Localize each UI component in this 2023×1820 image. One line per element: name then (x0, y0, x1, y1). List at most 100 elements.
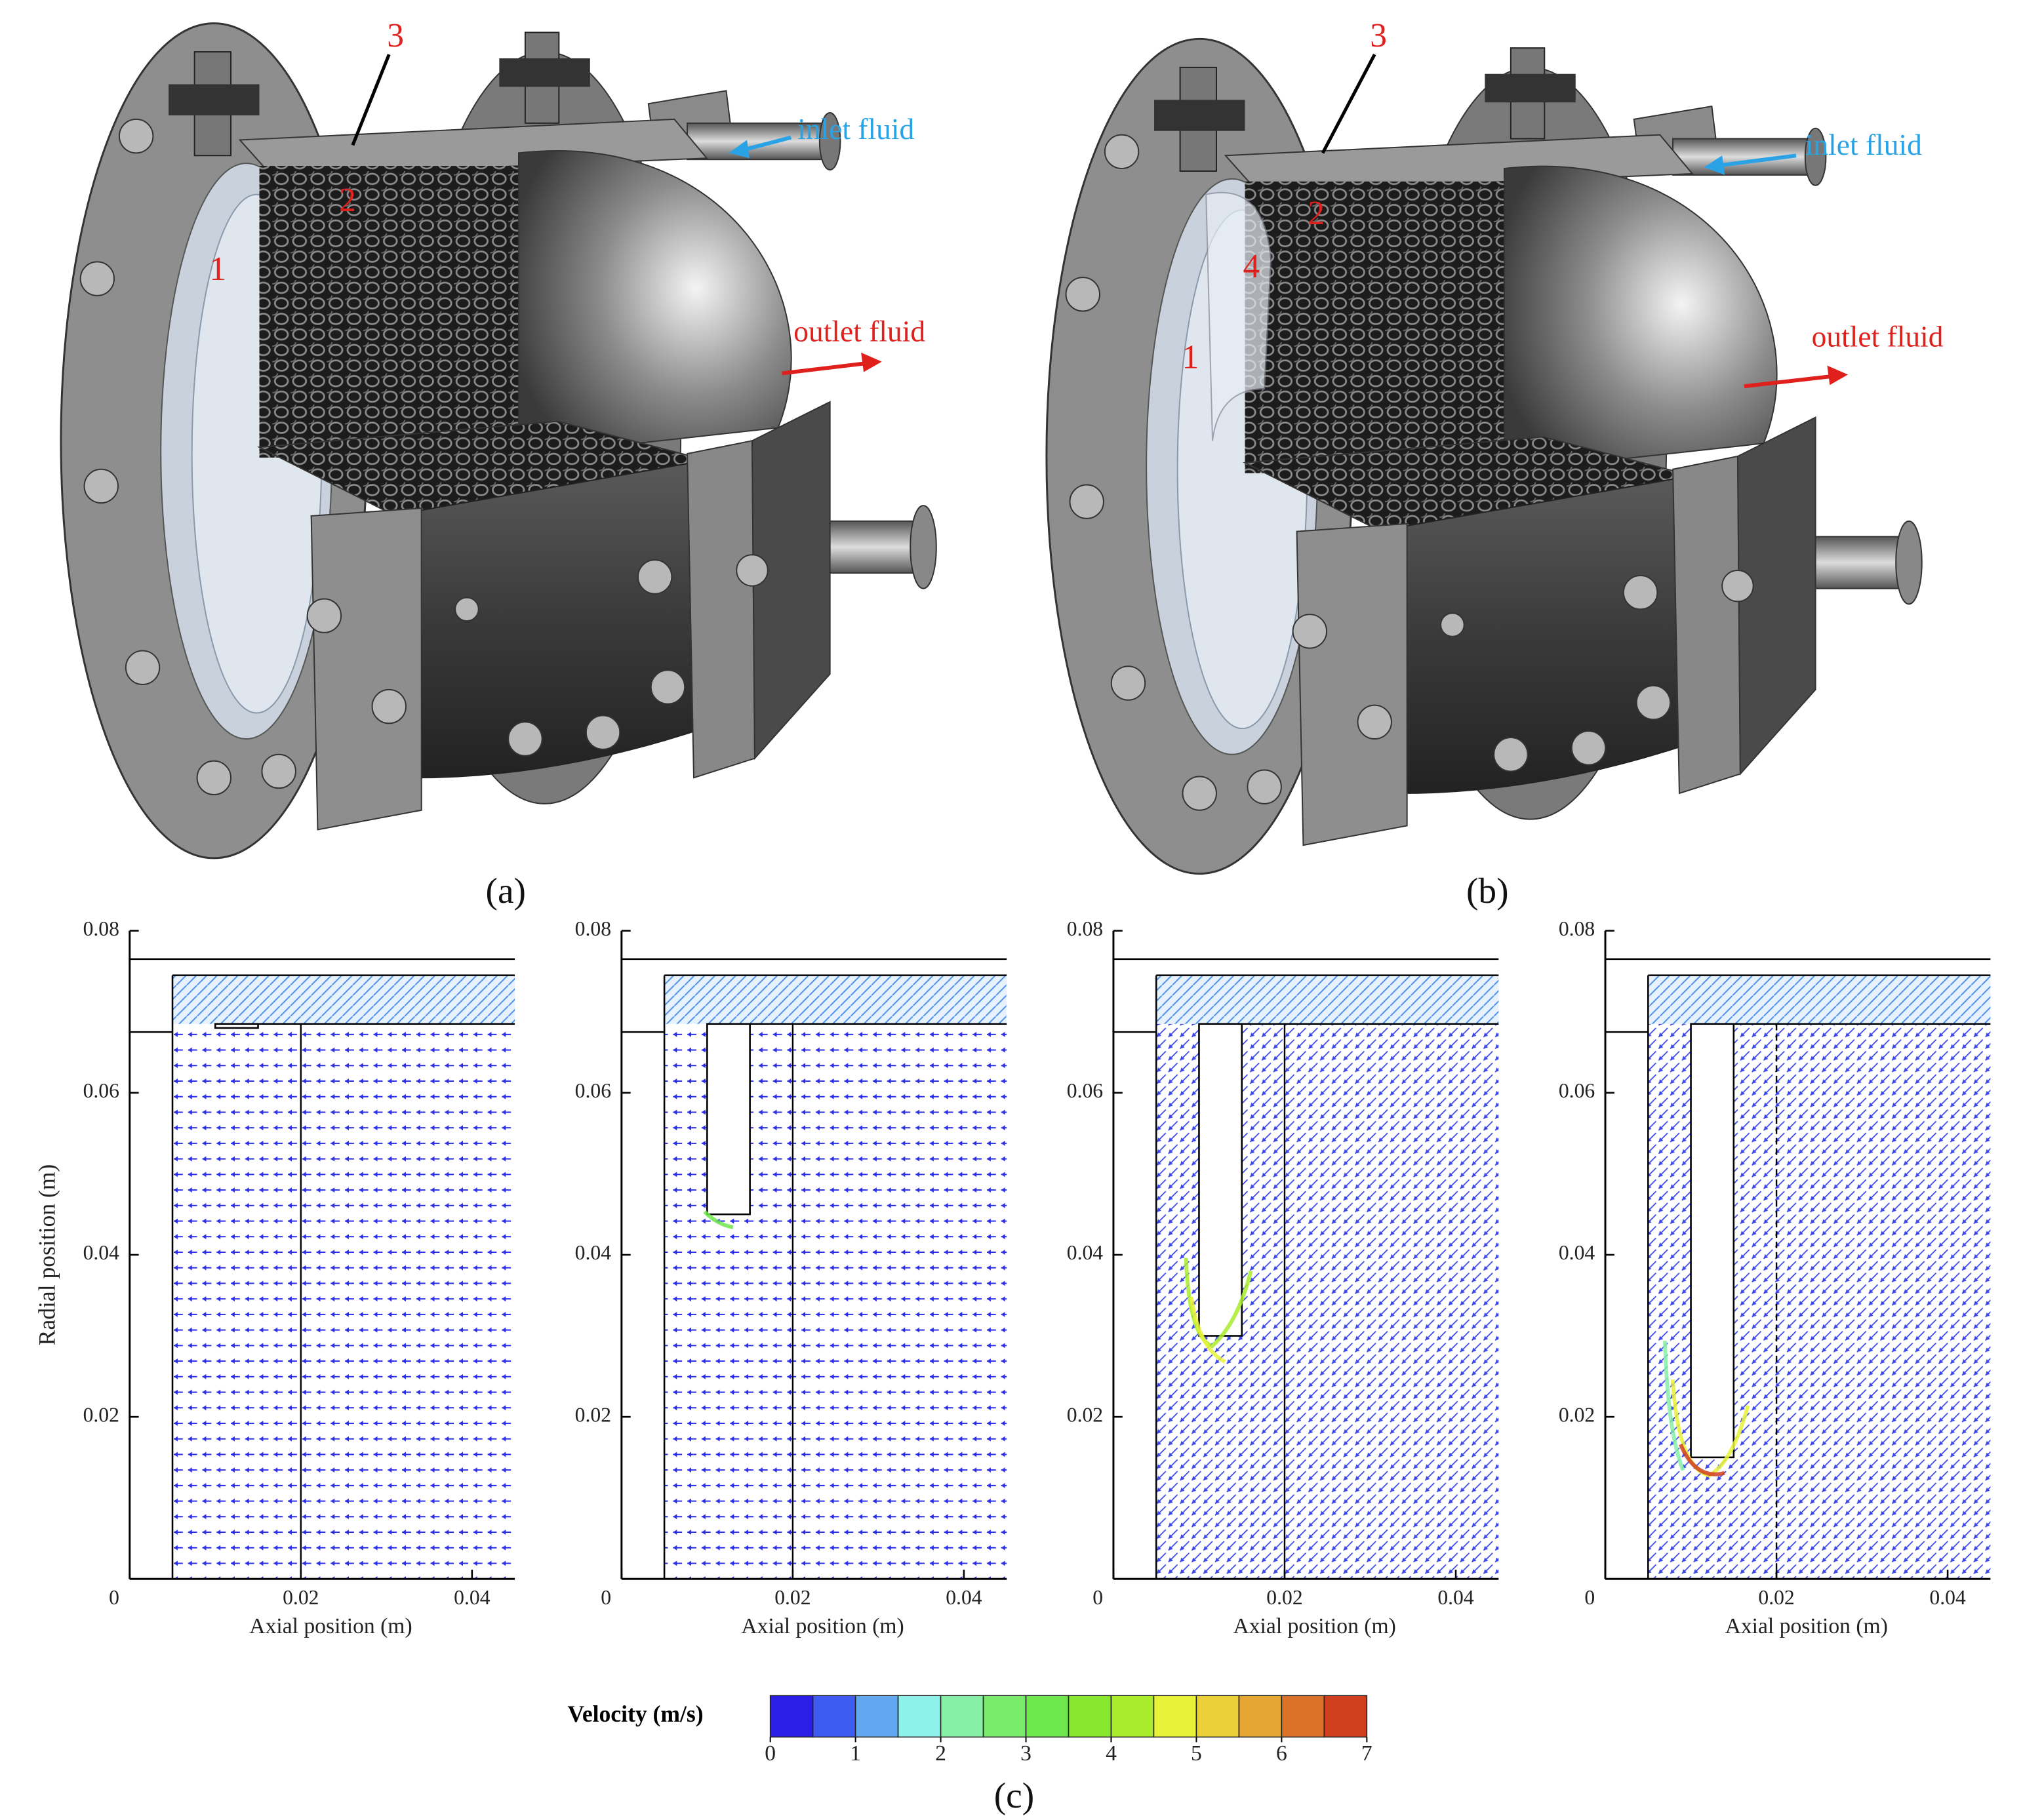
pointer (1321, 53, 1376, 154)
outlet-label: outlet fluid (793, 315, 925, 348)
y-tick-label: 0.08 (575, 917, 611, 940)
inlet-label: inlet fluid (797, 112, 914, 146)
caption: (b) (1466, 871, 1509, 911)
x-tick-label: 0.04 (946, 1586, 982, 1609)
x-tick-label: 0.04 (1929, 1586, 1966, 1609)
part-number: 1 (1182, 338, 1199, 376)
inlet-arrowhead (1704, 155, 1725, 175)
y-tick-label: 0.06 (83, 1079, 119, 1102)
x-tick-label: 0 (601, 1586, 611, 1609)
inlet-label: inlet fluid (1805, 128, 1922, 161)
outlet-arrowhead (861, 352, 882, 372)
y-tick-label: 0.02 (1067, 1403, 1103, 1426)
y-axis-label: Radial position (m) (33, 1164, 60, 1346)
outlet-label: outlet fluid (1812, 319, 1944, 353)
baffle (706, 1023, 751, 1216)
vector-plot: 0 0.02 0.04 0.02 0.04 0.06 0.08 Axial position … (575, 917, 1007, 1638)
colorbar-tick-label: 0 (765, 1741, 776, 1766)
part-number: 4 (1243, 248, 1260, 285)
outlet-arrow (1744, 374, 1835, 389)
colorbar-bin (897, 1695, 942, 1738)
vector-plot: 0 0.02 0.04 0.02 0.04 0.06 0.08 Axial position … (1559, 917, 1991, 1638)
colorbar-bin (982, 1695, 1027, 1738)
x-tick-label: 0.02 (1758, 1586, 1794, 1609)
baffle (1690, 1023, 1735, 1459)
outlet-arrowhead (1827, 365, 1849, 386)
colorbar-tick-label: 1 (850, 1741, 861, 1766)
x-axis-label: Axial position (m) (741, 1614, 904, 1638)
inlet-arrowhead (729, 140, 750, 159)
pointer (351, 54, 391, 146)
y-tick-label: 0.04 (1067, 1241, 1104, 1264)
colorbar-bin (1025, 1695, 1070, 1738)
colorbar-bin (812, 1695, 856, 1738)
colorbar-bin (1110, 1695, 1155, 1738)
panel-a: 3 2 1 inlet fluid outlet fluid (a) (60, 17, 938, 911)
vector-plot: 0 0.02 0.04 0.02 0.04 0.06 0.08 Axial position … (1067, 917, 1499, 1638)
y-tick-label: 0.02 (1559, 1403, 1595, 1426)
part-number: 2 (339, 182, 356, 219)
y-tick-label: 0.06 (1067, 1079, 1103, 1102)
x-tick-label: 0.02 (283, 1586, 319, 1609)
x-tick-label: 0.04 (454, 1586, 491, 1609)
vector-field (172, 1023, 515, 1579)
baffle (1205, 191, 1272, 441)
x-axis-label: Axial position (m) (1725, 1614, 1888, 1638)
caption: (c) (994, 1775, 1034, 1815)
colorbar-tick-label: 3 (1020, 1741, 1032, 1766)
velocity-streak (703, 1210, 734, 1229)
colorbar-tick-label: 5 (1191, 1741, 1202, 1766)
panel-b: 3 2 4 1 inlet fluid outlet fluid (b) (1045, 17, 1944, 911)
x-tick-label: 0.04 (1437, 1586, 1474, 1609)
colorbar-bin (1238, 1695, 1283, 1738)
x-tick-label: 0.02 (774, 1586, 811, 1609)
vector-plot: 0 0.02 0.04 0.02 0.04 0.06 0.08 Axial position … (83, 917, 515, 1638)
velocity-streak (1663, 1340, 1685, 1471)
part-number: 3 (1370, 17, 1387, 54)
x-tick-label: 0 (1584, 1586, 1595, 1609)
y-tick-label: 0.08 (83, 917, 119, 940)
colorbar-tick-label: 2 (935, 1741, 946, 1766)
colorbar-bin (1153, 1695, 1197, 1738)
y-tick-label: 0.04 (575, 1241, 612, 1264)
x-tick-label: 0 (109, 1586, 119, 1609)
x-tick-label: 0 (1092, 1586, 1103, 1609)
y-tick-label: 0.04 (1559, 1241, 1595, 1264)
colorbar-bin (1281, 1695, 1325, 1738)
baffle (1198, 1023, 1243, 1337)
channel-field (1648, 975, 1991, 1024)
y-tick-label: 0.06 (575, 1079, 611, 1102)
y-tick-label: 0.04 (83, 1241, 120, 1264)
channel-field (1156, 975, 1499, 1024)
y-tick-label: 0.02 (575, 1403, 611, 1426)
colorbar-bin (769, 1695, 814, 1738)
colorbar-tick-label: 4 (1106, 1741, 1117, 1766)
caption: (a) (486, 871, 526, 911)
part-number: 3 (387, 17, 404, 54)
y-tick-label: 0.06 (1559, 1079, 1595, 1102)
y-tick-label: 0.02 (83, 1403, 119, 1426)
inlet-arrow (1715, 153, 1797, 168)
colorbar-bin (1323, 1695, 1368, 1738)
colorbar-tick-label: 6 (1276, 1741, 1287, 1766)
colorbar-tick-label: 7 (1361, 1741, 1372, 1766)
part-number: 1 (209, 250, 226, 288)
velocity-streak (1184, 1257, 1253, 1349)
part-number: 2 (1308, 195, 1325, 232)
colorbar-bin (940, 1695, 984, 1738)
housing-render (60, 22, 938, 860)
colorbar-bin (854, 1695, 899, 1738)
x-axis-label: Axial position (m) (249, 1614, 412, 1638)
x-axis-label: Axial position (m) (1233, 1614, 1395, 1638)
y-tick-label: 0.08 (1067, 917, 1103, 940)
colorbar-label: Velocity (m/s) (567, 1701, 703, 1727)
colorbar-bin (1195, 1695, 1240, 1738)
y-tick-label: 0.08 (1559, 917, 1595, 940)
x-tick-label: 0.02 (1266, 1586, 1302, 1609)
outlet-arrow (782, 361, 870, 376)
colorbar-bin (1068, 1695, 1112, 1738)
housing-render (1045, 37, 1923, 875)
channel-field (172, 975, 515, 1024)
velocity-streak (1189, 1296, 1226, 1364)
